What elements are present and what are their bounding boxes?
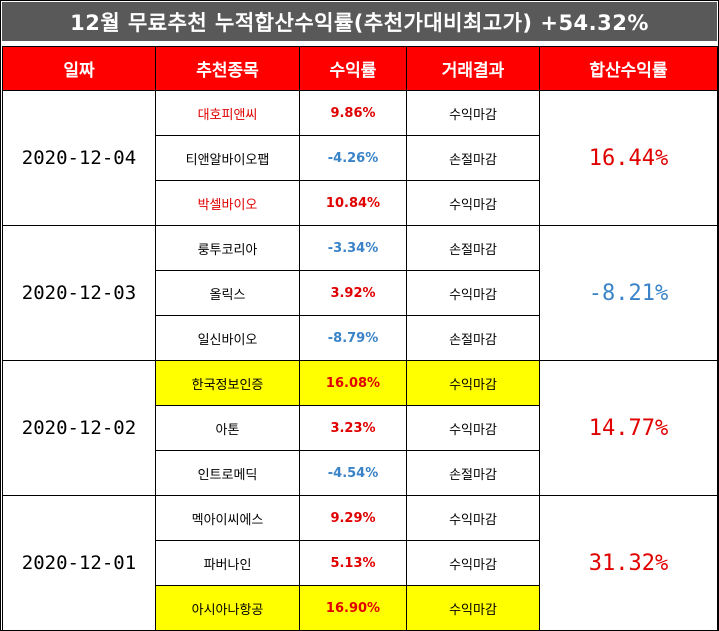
date-cell: 2020-12-04 bbox=[2, 90, 156, 226]
return-cell: 16.08% bbox=[299, 360, 407, 406]
table-row: 2020-12-02 한국정보인증 16.08% 수익마감 14.77% bbox=[2, 360, 718, 496]
header-total: 합산수익률 bbox=[539, 46, 718, 91]
table-row: 아톤 3.23% 수익마감 bbox=[3, 405, 718, 451]
trade-result-cell: 수익마감 bbox=[406, 90, 540, 136]
trade-result-cell: 수익마감 bbox=[406, 540, 540, 586]
trade-result-cell: 손절마감 bbox=[406, 135, 540, 181]
header-date: 일짜 bbox=[2, 46, 156, 91]
stock-name-cell: 인트로메딕 bbox=[155, 450, 300, 496]
stock-name-cell: 아시아나항공 bbox=[155, 585, 300, 631]
date-cell: 2020-12-03 bbox=[2, 225, 156, 361]
trade-result-cell: 수익마감 bbox=[406, 585, 540, 631]
trade-result-cell: 손절마감 bbox=[406, 315, 540, 361]
date-cell: 2020-12-01 bbox=[2, 495, 156, 631]
return-cell: 9.29% bbox=[299, 495, 407, 541]
total-return-cell: -8.21% bbox=[539, 225, 718, 361]
trade-result-cell: 수익마감 bbox=[406, 405, 540, 451]
total-return-cell: 14.77% bbox=[539, 360, 718, 496]
return-cell: -4.54% bbox=[299, 450, 407, 496]
page-title: 12월 무료추천 누적합산수익률(추천가대비최고가) +54.32% bbox=[2, 2, 717, 41]
header-stock: 추천종목 bbox=[155, 46, 300, 91]
table-row: 올릭스 3.92% 수익마감 bbox=[3, 270, 718, 316]
stock-name-cell: 일신바이오 bbox=[155, 315, 300, 361]
table-row: 티앤알바이오팹 -4.26% 손절마감 bbox=[3, 135, 718, 181]
header-result: 거래결과 bbox=[406, 46, 540, 91]
stock-name-cell: 룽투코리아 bbox=[155, 225, 300, 271]
trade-result-cell: 손절마감 bbox=[406, 450, 540, 496]
total-return-cell: 31.32% bbox=[539, 495, 718, 631]
return-cell: -8.79% bbox=[299, 315, 407, 361]
return-cell: -4.26% bbox=[299, 135, 407, 181]
table-row: 아시아나항공 16.90% 수익마감 bbox=[3, 585, 718, 631]
return-cell: 3.23% bbox=[299, 405, 407, 451]
trade-result-cell: 수익마감 bbox=[406, 180, 540, 226]
table-row: 2020-12-03 룽투코리아 -3.34% 손절마감 -8.21% bbox=[2, 225, 718, 361]
return-cell: 10.84% bbox=[299, 180, 407, 226]
table-row: 파버나인 5.13% 수익마감 bbox=[3, 540, 718, 586]
return-cell: 5.13% bbox=[299, 540, 407, 586]
return-cell: 16.90% bbox=[299, 585, 407, 631]
stock-name-cell: 멕아이씨에스 bbox=[155, 495, 300, 541]
return-cell: 9.86% bbox=[299, 90, 407, 136]
recommendation-table: 일짜 추천종목 수익률 거래결과 합산수익률 2020-12-04 대호피앤씨 9.… bbox=[2, 46, 718, 631]
stock-name-cell: 파버나인 bbox=[155, 540, 300, 586]
stock-name-cell: 박셀바이오 bbox=[155, 180, 300, 226]
stock-name-cell: 올릭스 bbox=[155, 270, 300, 316]
title-spacer bbox=[1, 41, 718, 46]
header-return: 수익률 bbox=[299, 46, 407, 91]
total-return-cell: 16.44% bbox=[539, 90, 718, 226]
trade-result-cell: 수익마감 bbox=[406, 495, 540, 541]
return-cell: -3.34% bbox=[299, 225, 407, 271]
trade-result-cell: 손절마감 bbox=[406, 225, 540, 271]
table-row: 박셀바이오 10.84% 수익마감 bbox=[3, 180, 718, 226]
stock-name-cell: 한국정보인증 bbox=[155, 360, 300, 406]
header-row: 일짜 추천종목 수익률 거래결과 합산수익률 bbox=[2, 46, 718, 91]
stock-name-cell: 티앤알바이오팹 bbox=[155, 135, 300, 181]
table-header: 일짜 추천종목 수익률 거래결과 합산수익률 bbox=[2, 46, 718, 91]
table-row: 2020-12-04 대호피앤씨 9.86% 수익마감 16.44% bbox=[2, 90, 718, 226]
table-body: 2020-12-04 대호피앤씨 9.86% 수익마감 16.44% 티앤알바이오팹 -4.… bbox=[2, 90, 718, 631]
date-cell: 2020-12-02 bbox=[2, 360, 156, 496]
trade-result-cell: 수익마감 bbox=[406, 270, 540, 316]
return-cell: 3.92% bbox=[299, 270, 407, 316]
stock-name-cell: 아톤 bbox=[155, 405, 300, 451]
stock-name-cell: 대호피앤씨 bbox=[155, 90, 300, 136]
table-row: 2020-12-01 멕아이씨에스 9.29% 수익마감 31.32% bbox=[2, 495, 718, 631]
table-row: 일신바이오 -8.79% 손절마감 bbox=[3, 315, 718, 361]
trade-result-cell: 수익마감 bbox=[406, 360, 540, 406]
